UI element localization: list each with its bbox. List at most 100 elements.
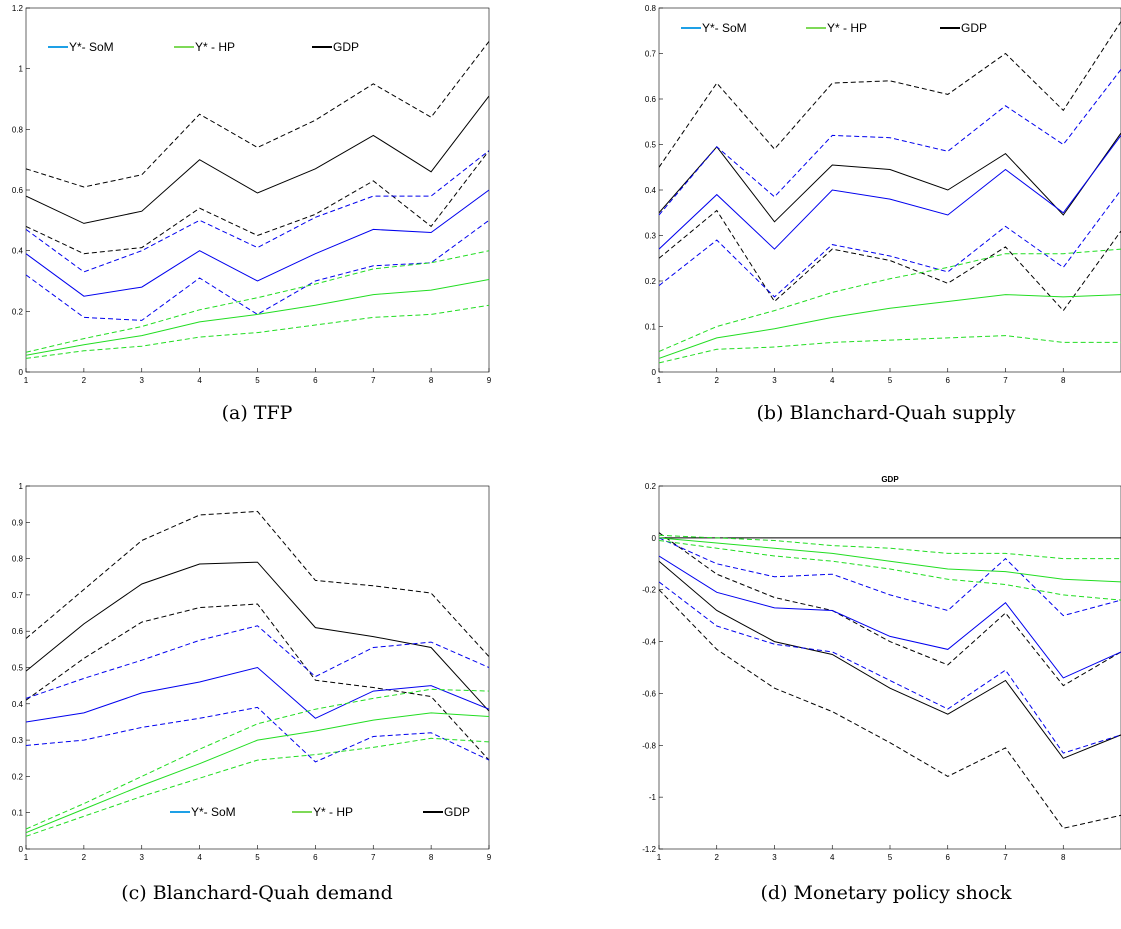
x-tick-label: 8 — [1061, 853, 1066, 862]
x-tick-label: 5 — [888, 853, 893, 862]
plot-frame — [658, 7, 1121, 373]
y-tick-label: 0.6 — [12, 186, 24, 195]
y-tick-label: 0.2 — [12, 772, 24, 781]
chart-panel-2: 0 0.1 0.2 0.3 0.4 0.5 0.6 0.7 0.8 1 2 3 4 5 6 7 8 Y*- SoM… — [645, 4, 1121, 385]
x-tick-label: 3 — [772, 853, 777, 862]
y-tick-label: 0.5 — [12, 664, 24, 673]
series-line-black-dashed — [26, 510, 489, 657]
series-line-blue-dashed — [659, 581, 1121, 754]
y-tick-label: 1.2 — [12, 4, 24, 13]
x-tick-label: 7 — [371, 376, 376, 385]
y-tick-label: 0.8 — [12, 125, 24, 134]
y-tick-label: 1 — [19, 65, 24, 74]
series-line-blue-solid — [659, 135, 1121, 250]
legend-label: Y* - HP — [195, 40, 235, 54]
plot-frame — [25, 7, 490, 373]
legend-label: Y*- SoM — [702, 21, 747, 35]
y-tick-label: 0.6 — [645, 95, 657, 104]
y-tick-label: -0.8 — [642, 741, 656, 750]
x-tick-label: 6 — [313, 376, 318, 385]
legend-label: GDP — [961, 21, 987, 35]
series-line-blue-dashed — [659, 537, 1121, 617]
series-line-green-solid — [659, 294, 1121, 359]
y-tick-label: 0.2 — [645, 277, 657, 286]
series-line-green-dashed — [659, 335, 1121, 364]
x-tick-label: 7 — [1003, 853, 1008, 862]
x-tick-label: 4 — [830, 376, 835, 385]
chart-panel-4: -1.2 -1 -0.8 -0.6 -0.4 -0.2 0 0.2 1 2 3 4 5 6 7 8 GDP — [642, 475, 1121, 862]
x-tick-label: 1 — [657, 853, 662, 862]
series-line-green-solid — [26, 279, 489, 356]
caption-a: (a) TFP — [221, 402, 293, 424]
x-tick-label: 6 — [313, 853, 318, 862]
series-line-black-solid — [659, 132, 1121, 223]
y-tick-label: 0.7 — [645, 50, 657, 59]
y-tick-label: 0.4 — [12, 700, 24, 709]
series-line-green-dashed — [26, 737, 489, 837]
series-line-blue-dashed — [26, 625, 489, 699]
y-tick-label: 0.4 — [645, 186, 657, 195]
y-tick-label: 0.8 — [12, 555, 24, 564]
series-line-black-dashed — [659, 589, 1121, 829]
y-tick-label: 0.3 — [645, 232, 657, 241]
series-line-black-dashed — [26, 41, 489, 188]
x-tick-label: 6 — [946, 853, 951, 862]
x-tick-label: 4 — [197, 853, 202, 862]
legend-label: Y*- SoM — [69, 40, 114, 54]
x-tick-label: 7 — [371, 853, 376, 862]
x-tick-label: 8 — [429, 376, 434, 385]
caption-c: (c) Blanchard-Quah demand — [121, 882, 393, 904]
series-line-blue-dashed — [659, 189, 1121, 298]
series-line-green-dashed — [659, 540, 1121, 601]
y-tick-label: 0 — [652, 534, 657, 543]
series-line-blue-solid — [26, 189, 489, 297]
chart-panel-1: 0 0.2 0.4 0.6 0.8 1 1.2 1 2 3 4 5 6 7 8 9 Y*- SoM Y* - HP… — [12, 4, 492, 385]
caption-b: (b) Blanchard-Quah supply — [756, 402, 1016, 424]
x-tick-label: 6 — [946, 376, 951, 385]
y-tick-label: 0.2 — [12, 307, 24, 316]
y-tick-label: -0.4 — [642, 638, 656, 647]
x-tick-label: 3 — [140, 853, 145, 862]
x-tick-label: 8 — [1061, 376, 1066, 385]
series-line-green-dashed — [26, 688, 489, 830]
y-tick-label: 0.2 — [645, 482, 657, 491]
series-line-green-dashed — [26, 304, 489, 359]
series-line-blue-solid — [659, 555, 1121, 679]
series-line-green-solid — [26, 712, 489, 834]
series-line-green-dashed — [659, 248, 1121, 352]
y-tick-label: 1 — [19, 482, 24, 491]
x-tick-label: 7 — [1003, 376, 1008, 385]
series-line-black-solid — [26, 95, 489, 224]
series-line-black-dashed — [659, 209, 1121, 312]
x-tick-label: 5 — [255, 853, 260, 862]
y-tick-label: -1 — [649, 793, 657, 802]
legend-label: Y*- SoM — [191, 805, 236, 819]
x-tick-label: 9 — [487, 853, 492, 862]
y-tick-label: 0.9 — [12, 518, 24, 527]
x-tick-label: 4 — [830, 853, 835, 862]
legend-label: GDP — [444, 805, 470, 819]
y-tick-label: 0 — [652, 368, 657, 377]
x-tick-label: 2 — [715, 853, 720, 862]
series-line-black-dashed — [26, 603, 489, 761]
caption-d: (d) Monetary policy shock — [760, 882, 1012, 904]
series-line-green-dashed — [26, 250, 489, 353]
y-tick-label: 0.5 — [645, 141, 657, 150]
x-tick-label: 2 — [82, 853, 87, 862]
y-tick-label: 0 — [19, 845, 24, 854]
series-line-black-dashed — [659, 532, 1121, 687]
legend-label: GDP — [333, 40, 359, 54]
x-tick-label: 1 — [24, 853, 29, 862]
x-tick-label: 3 — [140, 376, 145, 385]
panel-title: GDP — [881, 475, 899, 484]
y-tick-label: 0.3 — [12, 736, 24, 745]
series-line-blue-dashed — [26, 150, 489, 273]
y-tick-label: -1.2 — [642, 845, 656, 854]
x-tick-label: 5 — [888, 376, 893, 385]
y-tick-label: -0.6 — [642, 689, 656, 698]
series-line-blue-dashed — [26, 219, 489, 321]
y-tick-label: 0.4 — [12, 247, 24, 256]
x-tick-label: 1 — [657, 376, 662, 385]
series-line-black-solid — [26, 561, 489, 712]
